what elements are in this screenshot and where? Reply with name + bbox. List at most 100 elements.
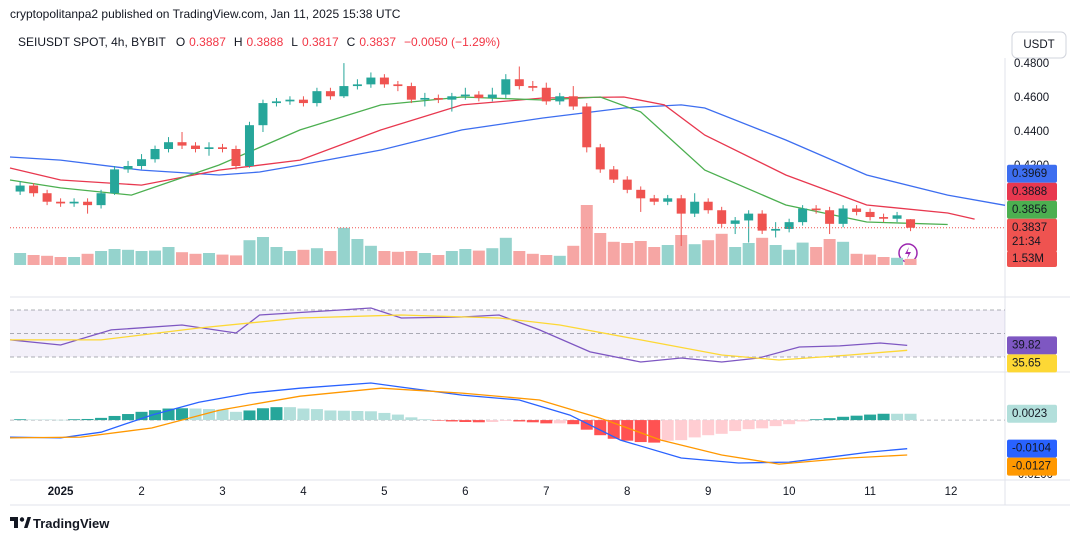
candle-body (676, 198, 686, 214)
histogram-bar (162, 408, 175, 421)
volume-bar (688, 244, 701, 265)
candle-body (406, 86, 416, 100)
histogram-bar (877, 413, 890, 421)
ohlc-key: H (233, 35, 243, 49)
volume-bar (621, 243, 634, 265)
x-tick-label: 12 (945, 486, 958, 498)
volume-bar (499, 237, 512, 265)
histogram-bar (796, 420, 809, 422)
volume-bar (796, 242, 809, 265)
candle-body (447, 96, 457, 100)
volume-bar (122, 249, 135, 265)
histogram-bar (364, 411, 377, 421)
histogram-bar (486, 420, 499, 423)
y-tick-label: 0.4400 (1014, 126, 1049, 138)
volume-bar (783, 249, 796, 265)
volume-bar (391, 251, 404, 265)
indicator-line (9, 387, 908, 465)
price-label: 0.3856 (1012, 204, 1047, 216)
candle-body (83, 201, 93, 206)
histogram-bar (54, 419, 67, 421)
volume-bar (540, 255, 553, 265)
candle-body (433, 97, 443, 100)
volume-bar (661, 245, 674, 265)
histogram-bar (702, 420, 715, 436)
volume-bar (459, 249, 472, 265)
candle-body (379, 77, 389, 85)
volume-bar (256, 237, 269, 265)
histogram-bar (270, 407, 283, 421)
candle-body (217, 147, 227, 149)
histogram-bar (391, 414, 404, 421)
histogram-bar (513, 420, 526, 422)
candle-body (366, 77, 376, 85)
price-label-box (1007, 336, 1057, 355)
x-tick-label: 10 (783, 486, 796, 498)
histogram-bar (661, 420, 674, 441)
histogram-bar (81, 418, 94, 421)
candle-body (487, 94, 497, 98)
histogram-bar (378, 412, 391, 421)
indicator-line (10, 314, 908, 361)
volume-bar (418, 253, 431, 265)
y-tick-label: 0.4600 (1014, 92, 1049, 104)
candle-body (730, 220, 740, 224)
volume-bar (135, 251, 148, 265)
volume-bar (445, 251, 458, 265)
histogram-bar (742, 420, 755, 430)
histogram-bar (472, 420, 485, 423)
candle-body (798, 208, 808, 223)
currency-button[interactable] (1011, 31, 1067, 59)
candle-body (582, 106, 592, 148)
volume-bar (337, 227, 350, 265)
candle-body (622, 179, 632, 190)
candle-body (42, 193, 52, 202)
volume-bar (162, 247, 175, 265)
histogram-bar (27, 419, 40, 421)
volume-bar (756, 237, 769, 265)
x-tick-label: 7 (543, 486, 549, 498)
histogram-bar (783, 420, 796, 425)
volume-bar (364, 245, 377, 265)
histogram-bar (108, 415, 121, 421)
ohlc-key: L (291, 35, 298, 49)
volume-bar (580, 205, 593, 265)
candle-body (96, 193, 106, 206)
volume-bar (14, 253, 27, 265)
volume-bar (513, 251, 526, 265)
histogram-bar (283, 407, 296, 421)
volume-bar (810, 247, 823, 265)
candle-body (609, 169, 619, 180)
candle-body (29, 185, 39, 194)
candle-body (784, 222, 794, 229)
x-tick-label: 3 (219, 486, 225, 498)
candle-body (852, 208, 862, 212)
candle-body (150, 148, 160, 160)
volume-bar (675, 235, 688, 265)
volume-bar (310, 248, 323, 265)
candle-body (771, 228, 781, 231)
volume-bar (351, 239, 364, 265)
x-tick-label: 6 (462, 486, 468, 498)
volume-label-box (1007, 251, 1057, 267)
histogram-bar (149, 410, 162, 421)
volume-bar (229, 255, 242, 265)
candle-body (528, 86, 538, 88)
histogram-bar (216, 409, 229, 421)
volume-bar (486, 248, 499, 265)
volume-bar (283, 251, 296, 265)
candle-body (595, 147, 605, 170)
candle-body (568, 96, 578, 107)
candle-body (865, 211, 875, 218)
histogram-bar (837, 416, 850, 421)
candle-body (501, 79, 511, 95)
histogram-bar (553, 420, 566, 424)
histogram-bar (675, 420, 688, 441)
y-tick-label: 0.4800 (1014, 58, 1049, 70)
x-tick-label: 5 (381, 486, 387, 498)
volume-bar (607, 241, 620, 265)
histogram-bar (122, 414, 135, 421)
candle-body (636, 189, 646, 199)
ohlc-key: O (175, 35, 186, 49)
candle-body (555, 96, 565, 102)
